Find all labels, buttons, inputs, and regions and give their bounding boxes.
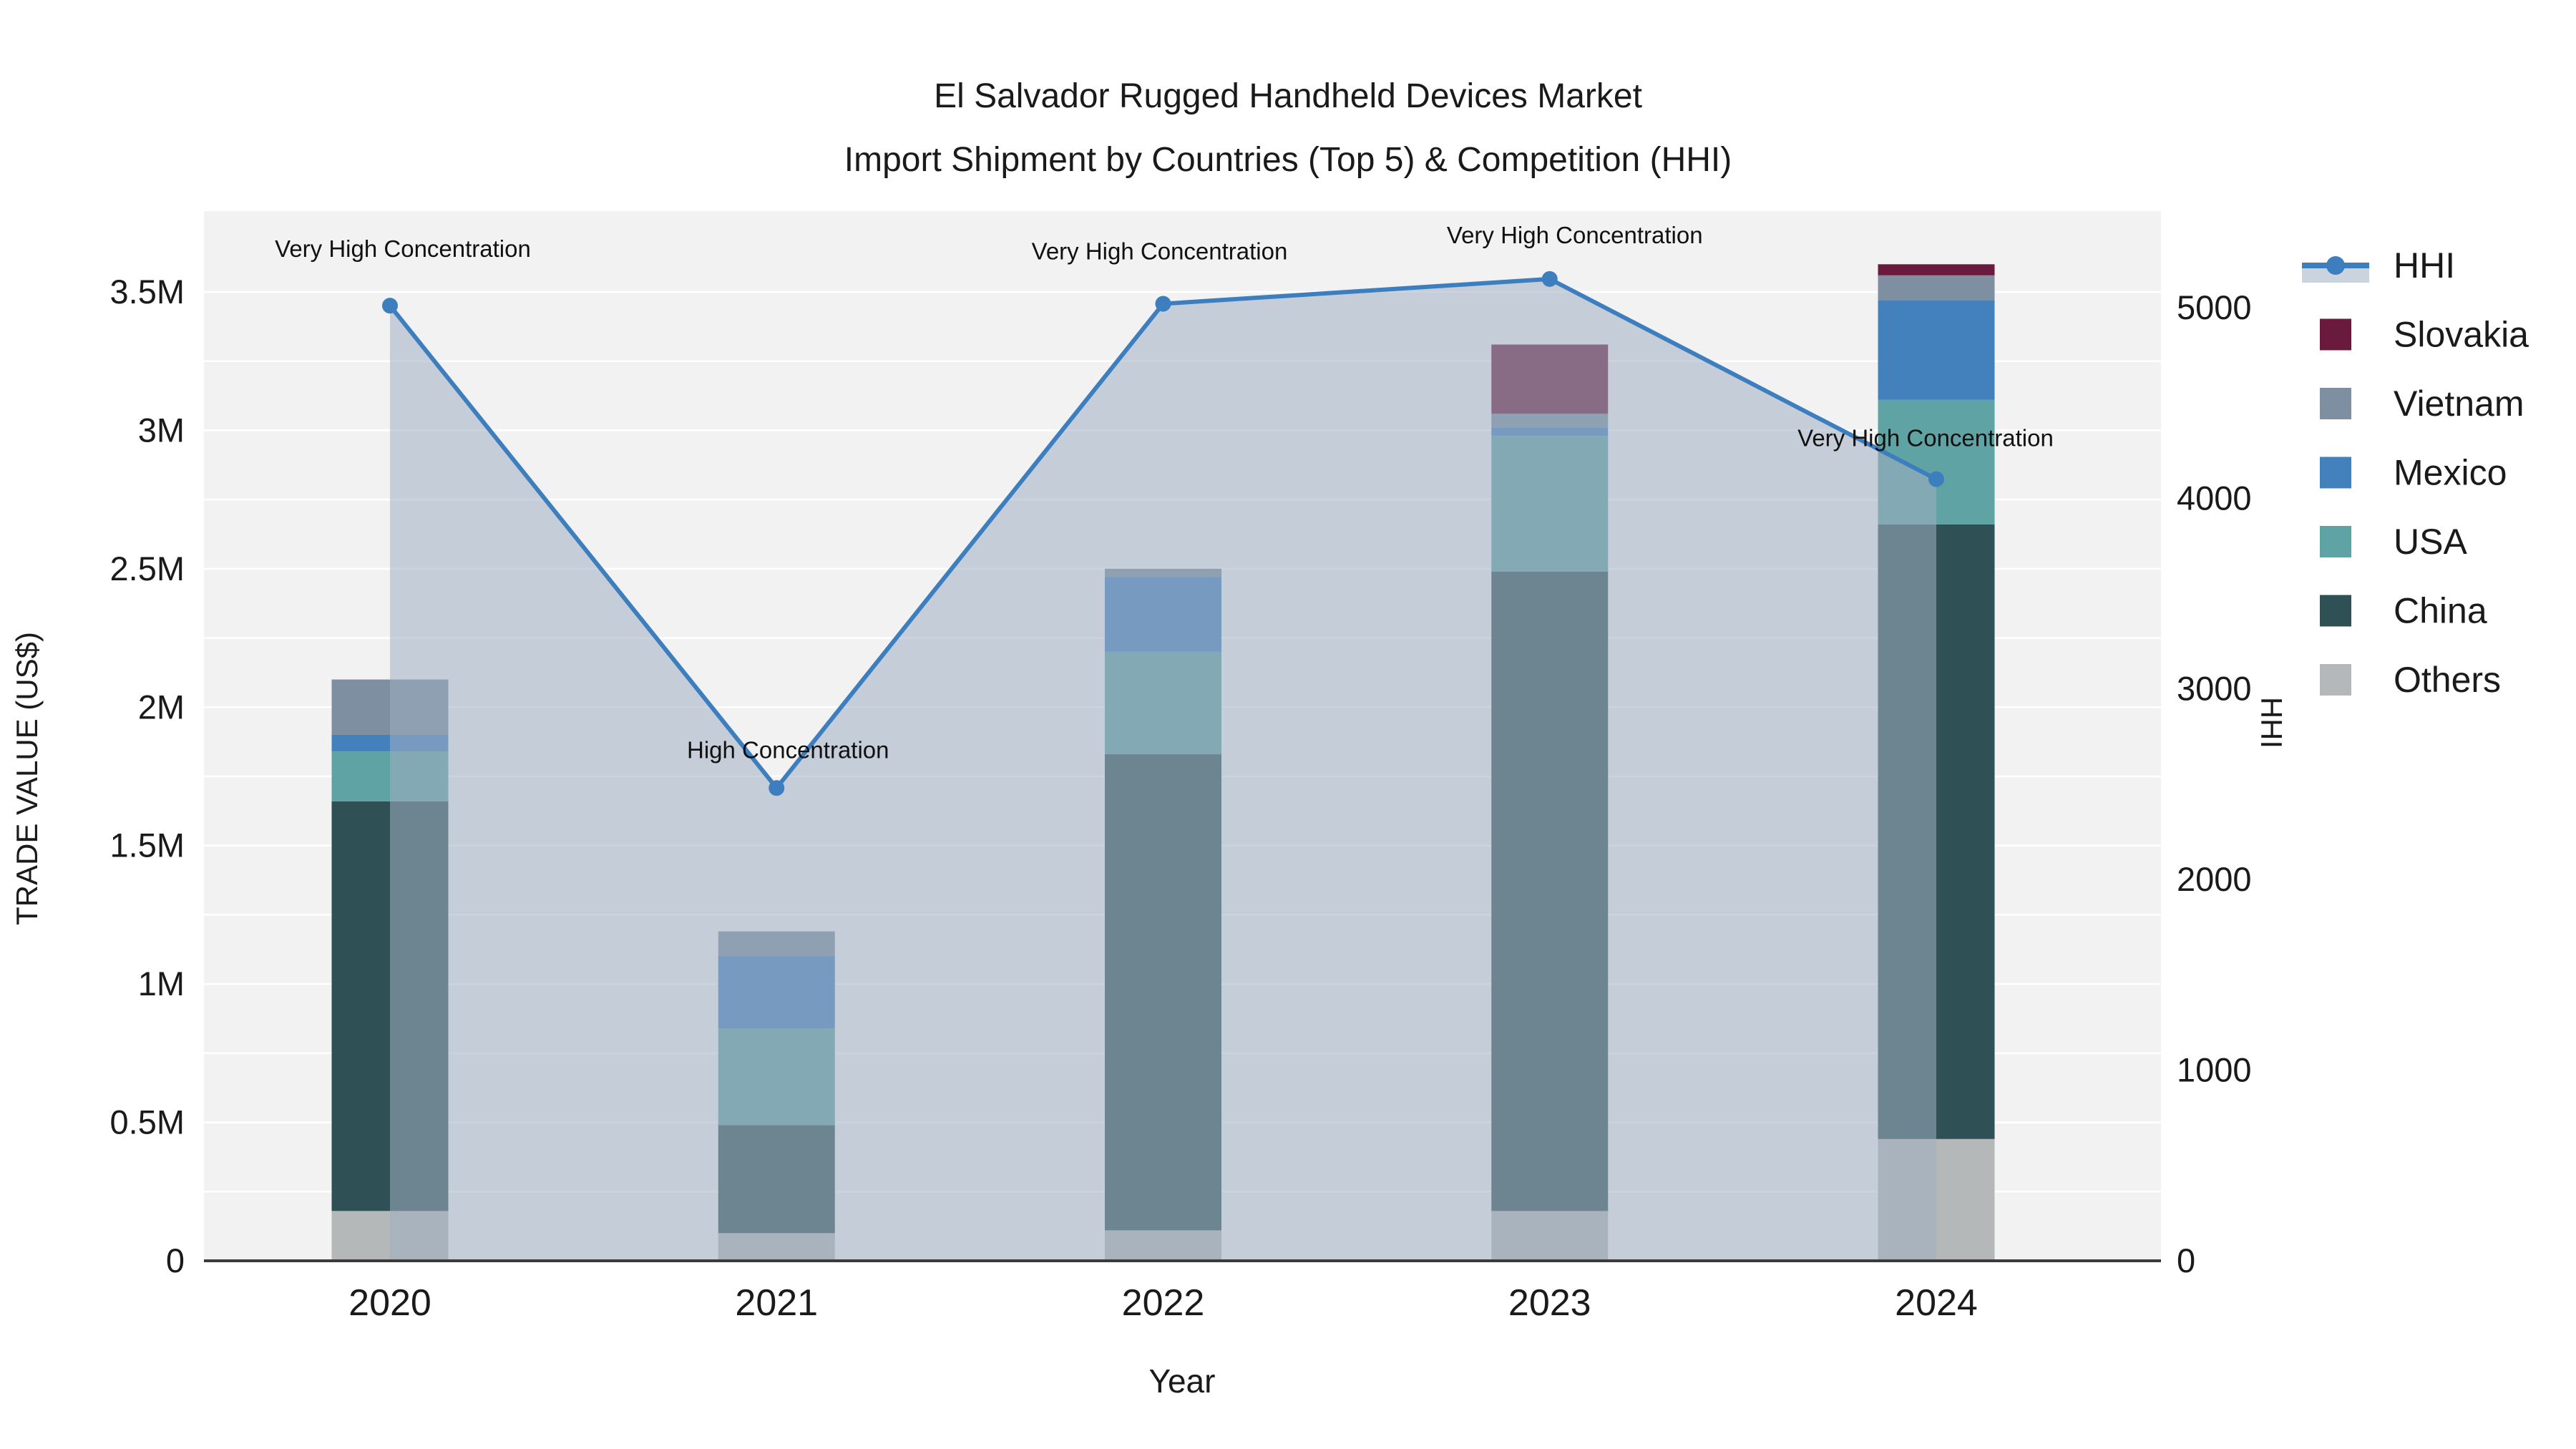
bar-segment-2024-slovakia (1878, 264, 1995, 275)
legend: HHI Slovakia Vietnam Mexico USA China Others (2302, 245, 2529, 700)
annotations-layer: Very High Concentration High Concentratio… (275, 222, 2054, 763)
legend-label-others: Others (2394, 660, 2501, 700)
y-left-tick-1.5M: 1.5M (110, 826, 185, 864)
x-tick-2022: 2022 (1122, 1282, 1205, 1324)
axis-ticks-layer: 0 0.5M 1M 1.5M 2M 2.5M 3M 3.5M 0 1000 2000 3000 4000… (110, 273, 2252, 1324)
legend-item-hhi[interactable]: HHI (2302, 245, 2455, 286)
legend-item-others[interactable]: Others (2320, 660, 2501, 700)
hhi-area-fill-layer (390, 278, 1936, 1261)
chart-title-line1: El Salvador Rugged Handheld Devices Mark… (934, 77, 1642, 115)
hhi-line-layer (382, 270, 1944, 796)
x-tick-2021: 2021 (735, 1282, 818, 1324)
annotation-2021: High Concentration (687, 736, 889, 763)
hhi-area-fill (390, 278, 1936, 1261)
hhi-marker-2022 (1155, 296, 1171, 312)
y-right-tick-2000: 2000 (2177, 860, 2252, 898)
hhi-marker-2023 (1541, 270, 1558, 287)
legend-swatch-china (2320, 595, 2351, 627)
hhi-marker-2024 (1928, 471, 1944, 487)
legend-hhi-marker-icon (2326, 256, 2345, 275)
annotation-2020: Very High Concentration (275, 235, 531, 262)
x-tick-2020: 2020 (348, 1282, 431, 1324)
y-left-tick-0.5M: 0.5M (110, 1103, 185, 1141)
bar-segment-2024-vietnam (1878, 275, 1995, 301)
legend-item-vietnam[interactable]: Vietnam (2320, 384, 2524, 424)
annotation-2024: Very High Concentration (1797, 425, 2054, 452)
y-left-tick-3M: 3M (138, 411, 185, 449)
y-left-tick-2.5M: 2.5M (110, 550, 185, 587)
x-tick-2023: 2023 (1508, 1282, 1591, 1324)
y-right-tick-3000: 3000 (2177, 670, 2252, 708)
y-left-tick-2M: 2M (138, 688, 185, 726)
bar-segment-2024-mexico (1878, 300, 1995, 400)
y-left-tick-1M: 1M (138, 965, 185, 1002)
hhi-marker-2021 (769, 780, 785, 796)
y-right-tick-0: 0 (2177, 1241, 2195, 1279)
y-left-tick-0: 0 (166, 1241, 185, 1279)
y-right-tick-1000: 1000 (2177, 1051, 2252, 1089)
legend-item-slovakia[interactable]: Slovakia (2320, 315, 2529, 355)
legend-item-usa[interactable]: USA (2320, 522, 2467, 562)
legend-label-hhi: HHI (2394, 245, 2455, 286)
legend-item-mexico[interactable]: Mexico (2320, 453, 2507, 493)
legend-label-china: China (2394, 591, 2487, 631)
chart-title-line2: Import Shipment by Countries (Top 5) & C… (844, 141, 1732, 179)
legend-label-slovakia: Slovakia (2394, 315, 2529, 355)
legend-label-usa: USA (2394, 522, 2467, 562)
legend-label-mexico: Mexico (2394, 453, 2507, 493)
legend-swatch-others (2320, 664, 2351, 696)
y-right-axis-title: HHI (2255, 697, 2288, 748)
annotation-2023: Very High Concentration (1447, 222, 1703, 248)
legend-label-vietnam: Vietnam (2394, 384, 2524, 424)
legend-swatch-mexico (2320, 457, 2351, 489)
x-axis-title: Year (1149, 1362, 1216, 1400)
legend-swatch-usa (2320, 526, 2351, 557)
x-tick-2024: 2024 (1895, 1282, 1978, 1324)
y-right-tick-5000: 5000 (2177, 288, 2252, 326)
legend-swatch-slovakia (2320, 318, 2351, 351)
y-right-tick-4000: 4000 (2177, 479, 2252, 517)
annotation-2022: Very High Concentration (1032, 238, 1288, 265)
legend-swatch-vietnam (2320, 388, 2351, 419)
hhi-marker-2020 (382, 298, 398, 314)
legend-item-china[interactable]: China (2320, 591, 2487, 631)
y-left-axis-title: TRADE VALUE (US$) (10, 632, 44, 925)
y-left-tick-3.5M: 3.5M (110, 273, 185, 311)
